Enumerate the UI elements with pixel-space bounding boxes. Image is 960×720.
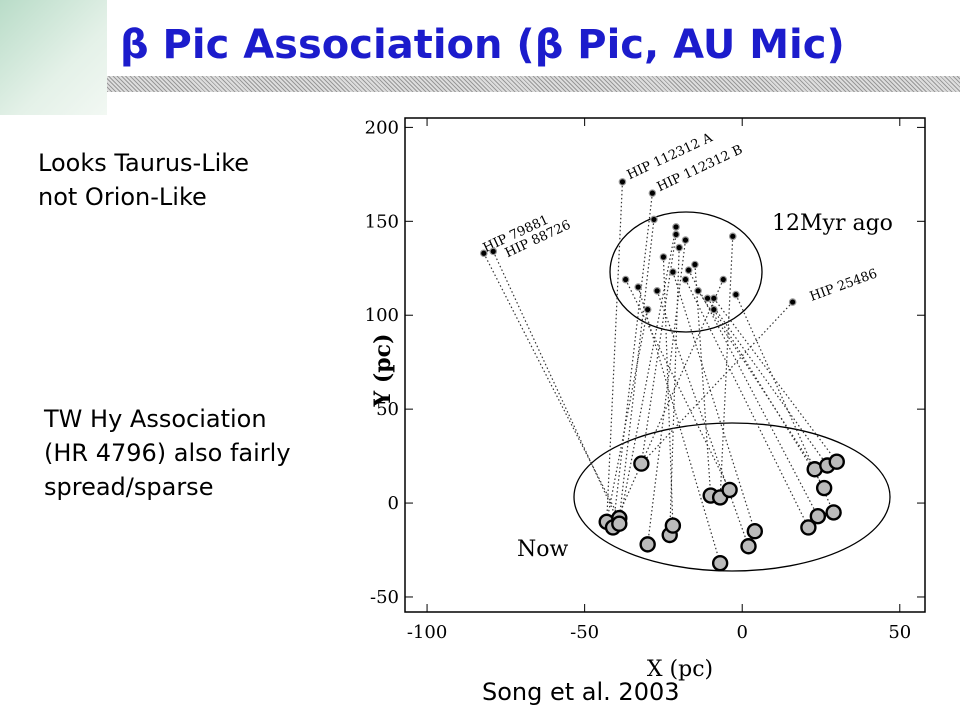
star-now bbox=[800, 519, 817, 536]
track-line bbox=[697, 290, 816, 470]
decoration bbox=[107, 76, 960, 92]
text-line: (HR 4796) also fairly bbox=[44, 439, 291, 467]
star-now bbox=[828, 453, 845, 470]
track-line bbox=[719, 236, 734, 498]
group-label: Now bbox=[517, 537, 568, 562]
text-line: spread/sparse bbox=[44, 473, 214, 501]
star-past bbox=[621, 275, 630, 284]
star-past bbox=[618, 178, 627, 186]
y-axis-label: Y (pc) bbox=[370, 334, 396, 408]
decoration bbox=[0, 0, 107, 115]
slide-title: β Pic Association (β Pic, AU Mic) bbox=[110, 22, 855, 68]
star-now bbox=[809, 508, 827, 525]
track-line bbox=[662, 256, 674, 526]
group-outline bbox=[609, 211, 763, 333]
x-tick-label: 0 bbox=[736, 622, 747, 643]
plot-frame bbox=[404, 117, 926, 613]
star-past bbox=[703, 294, 712, 303]
track-line bbox=[612, 279, 724, 528]
track-line bbox=[483, 252, 620, 519]
track-line bbox=[713, 309, 825, 489]
track-line bbox=[656, 290, 750, 547]
track-line bbox=[625, 279, 731, 491]
star-past bbox=[732, 290, 740, 299]
star-past bbox=[659, 253, 668, 261]
star-past bbox=[691, 260, 699, 269]
star-now bbox=[633, 455, 650, 472]
star-past bbox=[681, 275, 690, 284]
x-tick-label: -100 bbox=[407, 622, 447, 643]
star-now bbox=[611, 515, 628, 532]
star-past bbox=[669, 268, 677, 276]
group-label: 12Myr ago bbox=[772, 211, 893, 236]
star-past bbox=[694, 287, 702, 295]
track-line bbox=[694, 264, 712, 496]
star-now bbox=[711, 554, 729, 572]
y-tick-label: 50 bbox=[376, 399, 399, 420]
text-line: not Orion-Like bbox=[38, 183, 207, 211]
text-line: Looks Taurus-Like bbox=[38, 149, 250, 177]
star-now bbox=[815, 479, 833, 497]
star-now bbox=[746, 523, 764, 540]
caption: Song et al. 2003 bbox=[482, 678, 680, 706]
star-past bbox=[675, 243, 683, 252]
track-line bbox=[640, 234, 677, 464]
y-tick-label: 200 bbox=[365, 117, 399, 138]
star-now bbox=[664, 517, 682, 534]
star-past bbox=[650, 215, 658, 224]
star-past bbox=[710, 305, 718, 314]
track-line bbox=[713, 297, 838, 463]
track-line bbox=[492, 251, 620, 524]
star-past bbox=[489, 247, 498, 256]
star-past bbox=[648, 189, 657, 197]
y-tick-label: 100 bbox=[365, 305, 399, 326]
star-past bbox=[684, 266, 693, 274]
star-now bbox=[721, 481, 738, 499]
track-line bbox=[612, 193, 653, 528]
star-past bbox=[681, 236, 690, 244]
track-line bbox=[640, 301, 794, 465]
track-line bbox=[647, 240, 687, 545]
star-past bbox=[728, 232, 737, 241]
star-past bbox=[653, 287, 661, 295]
star-now bbox=[740, 538, 757, 555]
star-past bbox=[788, 298, 797, 306]
bullet-text: TW Hy Association (HR 4796) also fairly … bbox=[44, 402, 291, 504]
track-line bbox=[637, 286, 721, 564]
y-tick-label: -50 bbox=[370, 587, 399, 608]
track-line bbox=[669, 247, 680, 536]
star-past bbox=[643, 305, 652, 314]
x-axis-label: X (pc) bbox=[647, 657, 713, 682]
star-past bbox=[479, 249, 488, 258]
track-line bbox=[735, 294, 835, 513]
star-past bbox=[719, 275, 728, 284]
star-past bbox=[634, 283, 643, 291]
track-line bbox=[606, 309, 649, 522]
track-line bbox=[672, 271, 756, 532]
x-tick-label: 50 bbox=[888, 622, 911, 643]
star-past bbox=[672, 230, 680, 239]
annotation: HIP 25486 bbox=[808, 266, 880, 304]
star-now bbox=[825, 504, 842, 521]
track-line bbox=[606, 181, 624, 522]
text-line: TW Hy Association bbox=[44, 405, 267, 433]
star-past bbox=[672, 223, 680, 231]
y-tick-label: 0 bbox=[388, 493, 399, 514]
x-tick-label: -50 bbox=[570, 622, 599, 643]
bullet-text: Looks Taurus-Like not Orion-Like bbox=[38, 146, 249, 214]
star-now bbox=[639, 536, 656, 553]
track-line bbox=[684, 279, 809, 528]
y-tick-label: 150 bbox=[365, 211, 399, 232]
group-outline bbox=[573, 422, 891, 572]
star-past bbox=[710, 294, 718, 303]
